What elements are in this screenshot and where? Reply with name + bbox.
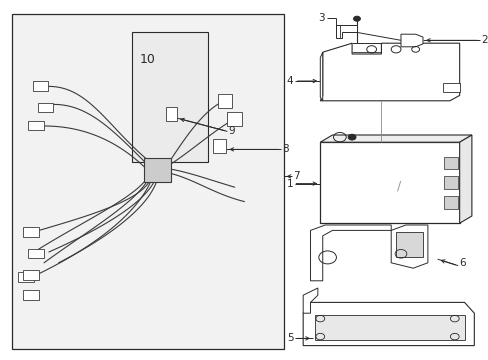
Bar — [217, 94, 232, 108]
Polygon shape — [320, 135, 471, 142]
Bar — [166, 107, 177, 121]
Polygon shape — [320, 142, 459, 223]
Bar — [132, 32, 207, 162]
Bar — [315, 315, 464, 340]
Bar — [38, 103, 53, 112]
Bar — [212, 139, 226, 153]
Bar — [18, 272, 34, 282]
Text: 7: 7 — [293, 171, 300, 181]
Text: 10: 10 — [139, 53, 155, 66]
Polygon shape — [336, 25, 356, 38]
Polygon shape — [459, 135, 471, 223]
Text: 3: 3 — [318, 13, 325, 23]
Text: 1: 1 — [286, 179, 293, 189]
Bar — [33, 81, 48, 91]
Bar — [395, 232, 422, 257]
Circle shape — [347, 134, 355, 140]
Bar — [443, 157, 457, 169]
Bar — [12, 14, 283, 349]
Text: 9: 9 — [228, 126, 235, 136]
Bar — [23, 270, 39, 280]
Text: 6: 6 — [459, 258, 466, 268]
Text: 4: 4 — [286, 76, 293, 86]
Bar — [443, 176, 457, 189]
Text: 5: 5 — [286, 333, 293, 343]
Bar — [23, 227, 39, 237]
Polygon shape — [303, 288, 317, 313]
Polygon shape — [320, 43, 459, 101]
Bar — [443, 196, 457, 209]
Bar — [442, 83, 459, 92]
Circle shape — [353, 16, 360, 21]
Bar — [28, 249, 43, 258]
Polygon shape — [390, 225, 427, 268]
Polygon shape — [400, 34, 422, 47]
Text: 2: 2 — [481, 35, 488, 45]
Bar — [227, 112, 242, 126]
Polygon shape — [320, 52, 322, 101]
Text: /: / — [396, 179, 400, 192]
Text: 8: 8 — [282, 144, 289, 154]
Bar — [23, 290, 39, 300]
Polygon shape — [303, 302, 473, 346]
Bar — [144, 158, 171, 182]
Polygon shape — [310, 225, 390, 281]
Bar — [28, 121, 43, 130]
